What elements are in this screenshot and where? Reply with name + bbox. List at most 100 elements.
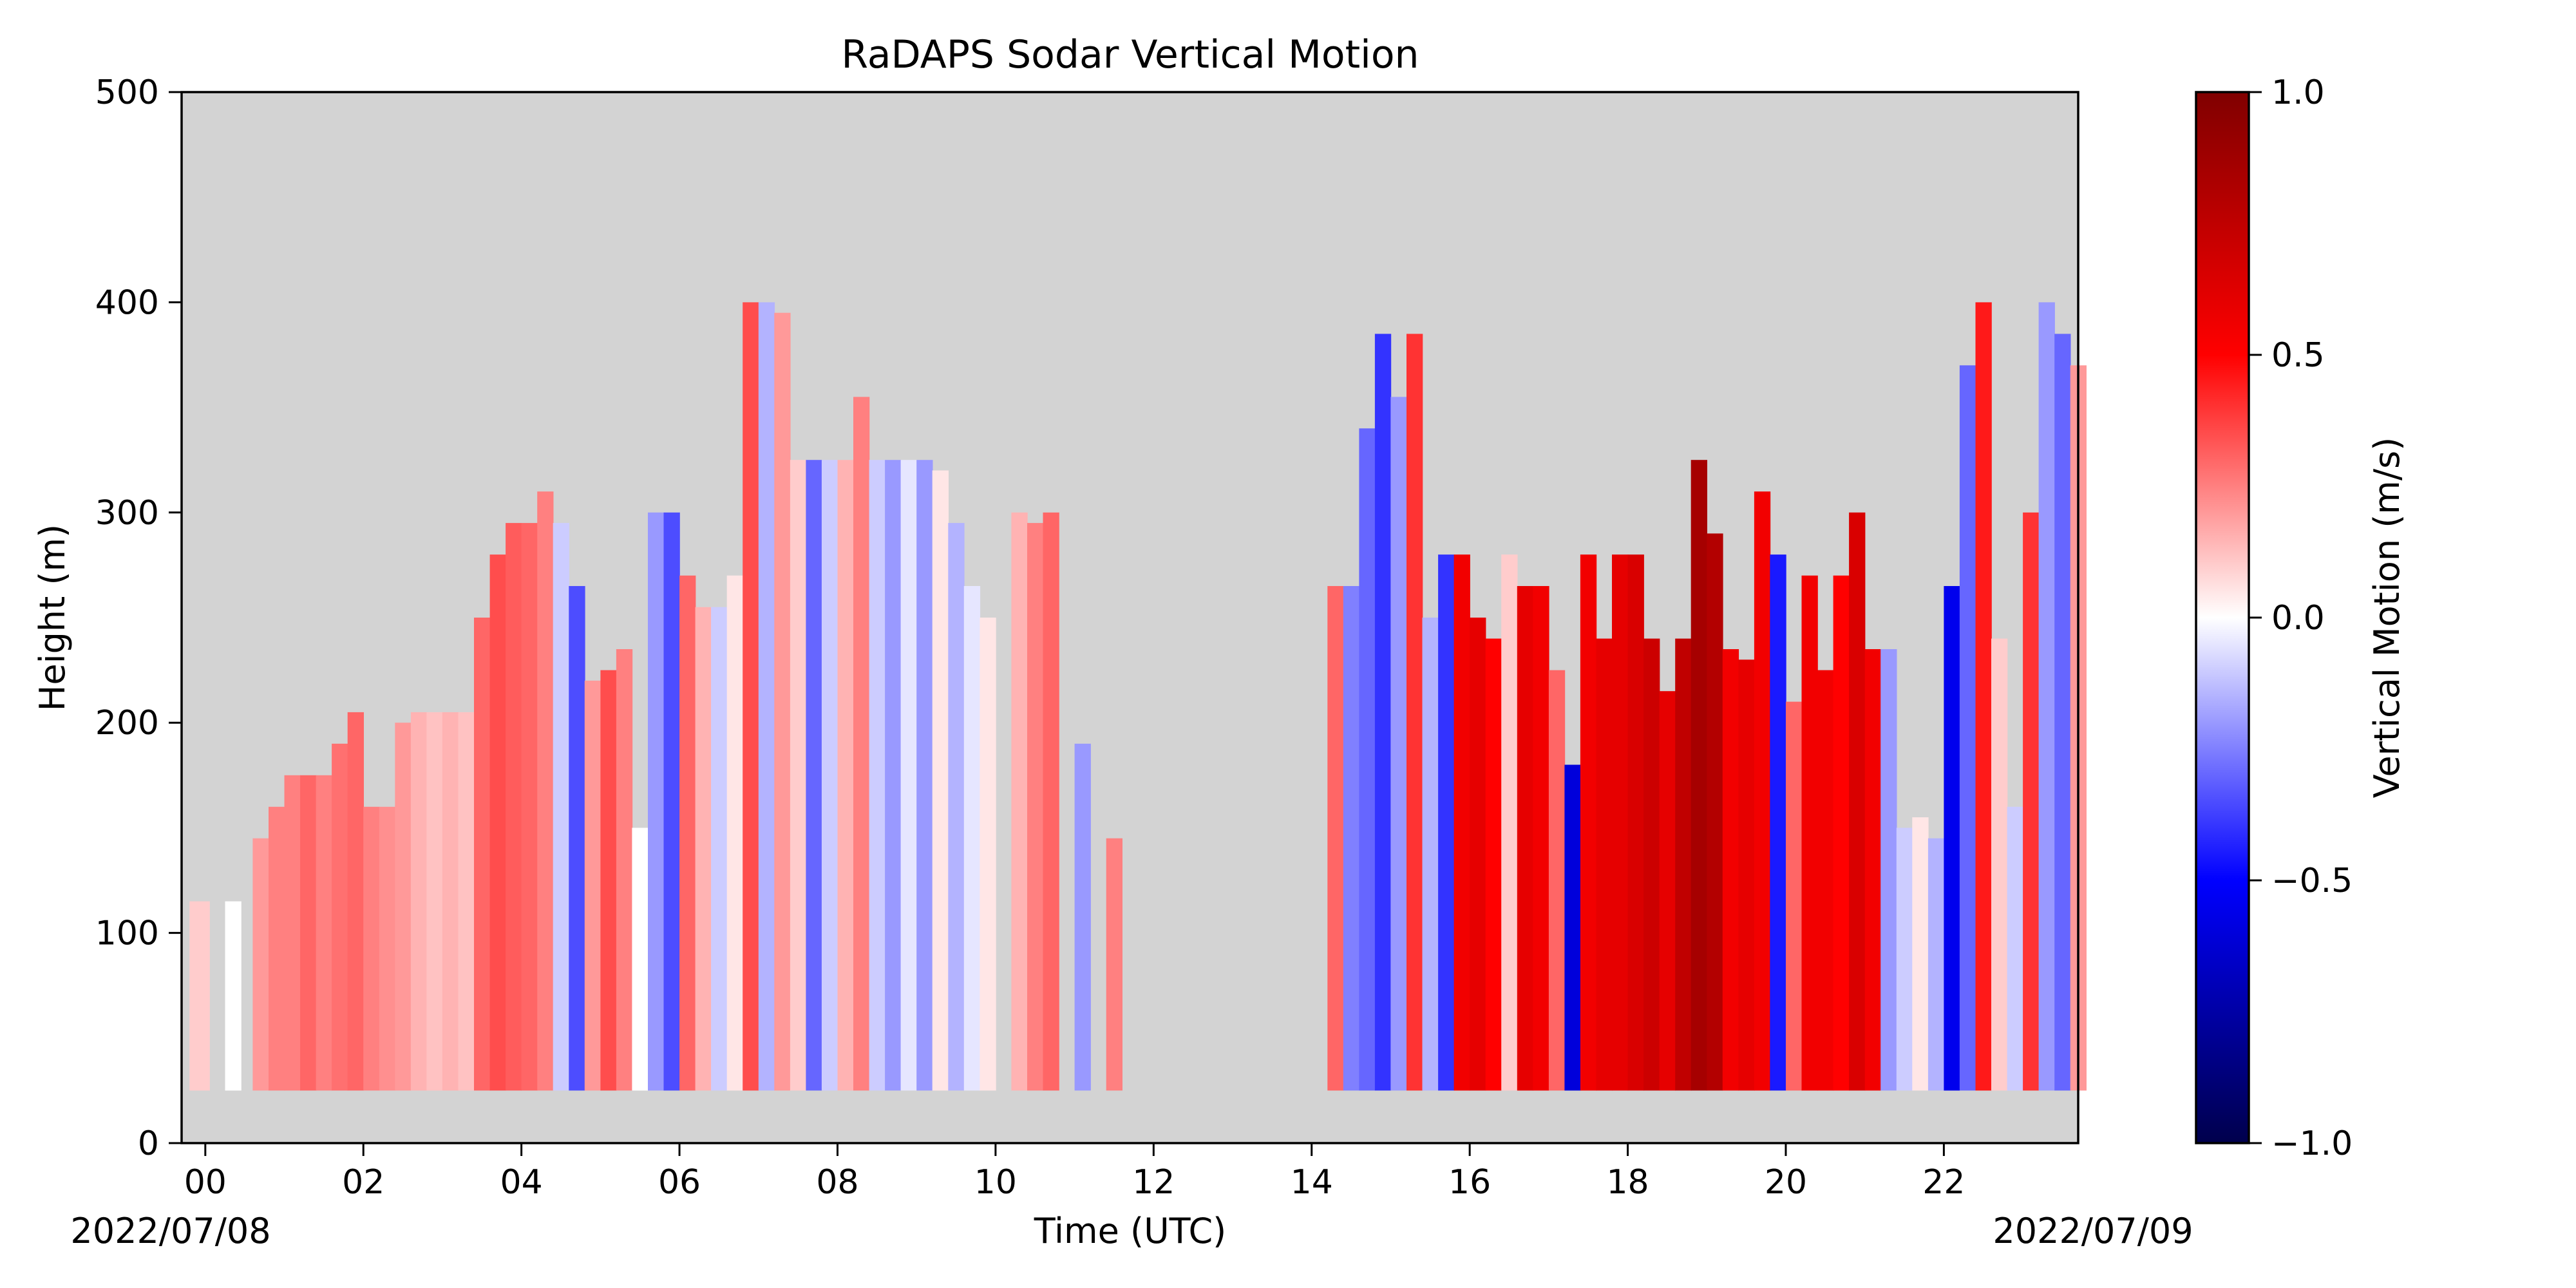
data-column bbox=[332, 743, 348, 1091]
data-column bbox=[837, 460, 854, 1091]
data-column bbox=[1707, 533, 1723, 1091]
data-column bbox=[1912, 817, 1929, 1091]
y-tick-label: 500 bbox=[95, 73, 159, 112]
end-date-label: 2022/07/09 bbox=[1993, 1211, 2193, 1251]
data-column bbox=[790, 460, 807, 1091]
data-column bbox=[506, 523, 522, 1091]
data-column bbox=[1959, 365, 1976, 1091]
data-column bbox=[1944, 586, 1960, 1091]
data-column bbox=[442, 712, 459, 1091]
data-column bbox=[2007, 806, 2023, 1091]
data-column bbox=[1690, 460, 1707, 1091]
data-column bbox=[980, 618, 996, 1091]
data-column bbox=[316, 775, 332, 1091]
data-column bbox=[869, 460, 886, 1091]
data-column bbox=[1643, 638, 1660, 1091]
colorbar-label: Vertical Motion (m/s) bbox=[2367, 437, 2407, 799]
colorbar-tick-label: −1.0 bbox=[2271, 1124, 2353, 1163]
data-column bbox=[1327, 586, 1344, 1091]
colorbar-gradient bbox=[2195, 91, 2250, 1144]
x-tick-label: 10 bbox=[974, 1163, 1017, 1202]
data-column bbox=[1896, 828, 1913, 1091]
data-column bbox=[252, 838, 269, 1091]
plot-frame bbox=[180, 91, 2079, 1144]
data-column bbox=[537, 491, 554, 1091]
data-column bbox=[1975, 302, 1992, 1091]
data-column bbox=[426, 712, 443, 1091]
data-column bbox=[363, 806, 380, 1091]
data-column bbox=[2038, 302, 2055, 1091]
data-column bbox=[1864, 649, 1881, 1091]
data-column bbox=[774, 312, 791, 1091]
start-date-label: 2022/07/08 bbox=[70, 1211, 270, 1251]
data-column bbox=[569, 586, 585, 1091]
data-column bbox=[758, 302, 775, 1091]
data-column bbox=[1406, 334, 1423, 1091]
data-column bbox=[395, 723, 412, 1091]
data-column bbox=[963, 586, 981, 1091]
colorbar-ticks: −1.0 −0.5 0.0 0.5 1.0 bbox=[2249, 73, 2353, 1163]
data-column bbox=[1801, 575, 1818, 1091]
y-tick-label: 0 bbox=[138, 1124, 159, 1163]
colorbar-tick-label: 0.5 bbox=[2271, 336, 2325, 375]
data-column bbox=[521, 523, 538, 1091]
data-layer bbox=[189, 302, 2087, 1091]
data-column bbox=[1675, 638, 1692, 1091]
data-column bbox=[1817, 670, 1834, 1091]
x-tick-label: 12 bbox=[1132, 1163, 1175, 1202]
data-column bbox=[1849, 512, 1866, 1091]
data-column bbox=[1548, 670, 1566, 1091]
data-column bbox=[726, 575, 743, 1091]
data-column bbox=[379, 806, 396, 1091]
data-column bbox=[648, 512, 665, 1091]
x-tick-label: 18 bbox=[1606, 1163, 1649, 1202]
x-tick-label: 16 bbox=[1448, 1163, 1491, 1202]
data-column bbox=[616, 649, 633, 1091]
data-column bbox=[821, 460, 838, 1091]
data-column bbox=[1991, 638, 2008, 1091]
data-column bbox=[1043, 512, 1059, 1091]
y-tick-label: 300 bbox=[95, 494, 159, 533]
data-column bbox=[806, 460, 822, 1091]
data-column bbox=[1659, 691, 1676, 1091]
data-column bbox=[300, 775, 317, 1091]
data-column bbox=[1501, 554, 1518, 1091]
data-column bbox=[1612, 554, 1629, 1091]
data-column bbox=[1596, 638, 1613, 1091]
data-column bbox=[225, 901, 242, 1091]
data-column bbox=[1754, 491, 1771, 1091]
colorbar: −1.0 −0.5 0.0 0.5 1.0 Vertical Motion (m/s) bbox=[2195, 73, 2407, 1163]
data-column bbox=[1517, 586, 1534, 1091]
data-column bbox=[489, 554, 506, 1091]
data-column bbox=[1390, 397, 1407, 1091]
colorbar-tick-label: −0.5 bbox=[2271, 862, 2353, 900]
data-column bbox=[853, 397, 870, 1091]
data-column bbox=[711, 607, 728, 1091]
x-tick-label: 00 bbox=[184, 1163, 227, 1202]
x-axis: 00 02 04 06 08 10 12 14 16 18 20 22 bbox=[184, 1143, 1965, 1202]
data-column bbox=[600, 670, 617, 1091]
data-column bbox=[743, 302, 759, 1091]
data-column bbox=[1438, 554, 1455, 1091]
y-tick-label: 100 bbox=[95, 914, 159, 953]
data-column bbox=[948, 523, 965, 1091]
data-column bbox=[1786, 701, 1803, 1091]
x-tick-label: 14 bbox=[1291, 1163, 1333, 1202]
data-column bbox=[269, 806, 285, 1091]
data-column bbox=[1011, 512, 1028, 1091]
data-column bbox=[1770, 554, 1786, 1091]
data-column bbox=[1359, 428, 1376, 1091]
data-column bbox=[1074, 743, 1091, 1091]
data-column bbox=[1374, 334, 1392, 1091]
data-column bbox=[553, 523, 569, 1091]
data-column bbox=[189, 901, 210, 1091]
data-column bbox=[584, 680, 601, 1091]
data-column bbox=[1485, 638, 1502, 1091]
x-tick-label: 20 bbox=[1765, 1163, 1807, 1202]
data-column bbox=[1454, 554, 1470, 1091]
data-column bbox=[900, 460, 917, 1091]
data-column bbox=[1470, 618, 1486, 1091]
data-column bbox=[410, 712, 428, 1091]
data-column bbox=[2023, 512, 2040, 1091]
data-column bbox=[885, 460, 902, 1091]
